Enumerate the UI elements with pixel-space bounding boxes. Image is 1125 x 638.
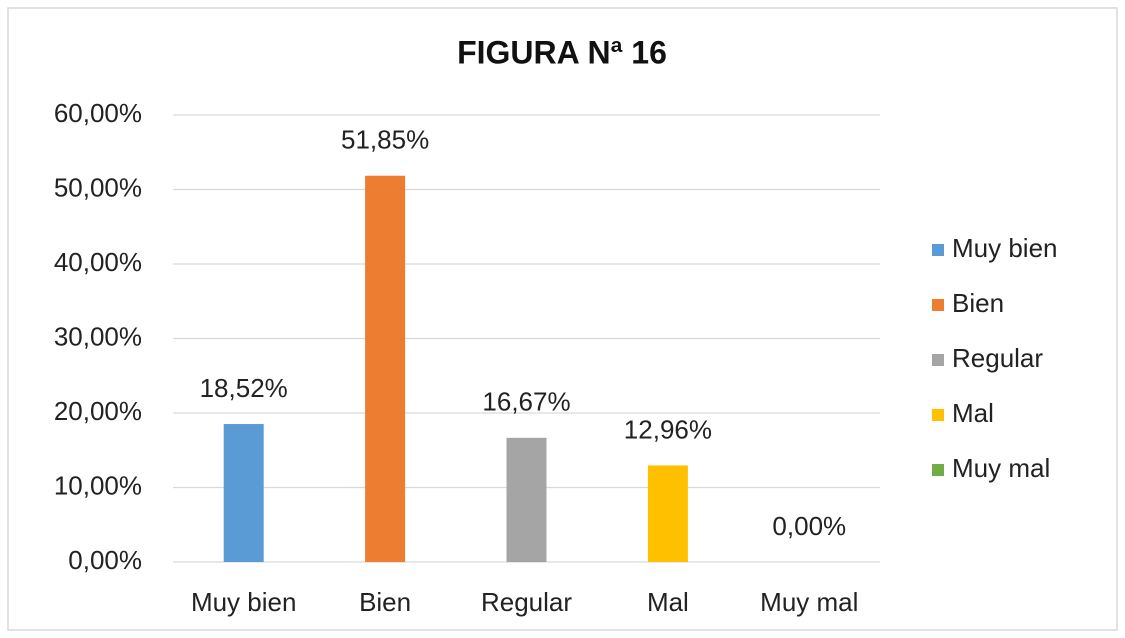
data-label: 16,67% [482,387,570,417]
legend-swatch [932,354,944,366]
x-tick-label: Mal [647,587,689,617]
bar [506,437,547,562]
legend-swatch [932,244,944,256]
x-tick-label: Regular [481,587,572,617]
y-tick-label: 30,00% [54,321,142,351]
legend-swatch [932,409,944,421]
data-label: 51,85% [341,125,429,155]
data-label: 12,96% [624,414,712,444]
legend-label: Regular [952,343,1043,373]
x-tick-label: Muy mal [760,587,858,617]
data-label: 18,52% [200,373,288,403]
x-tick-label: Muy bien [191,587,297,617]
y-tick-label: 60,00% [54,98,142,128]
chart-frame [7,7,1118,631]
y-tick-label: 50,00% [54,172,142,202]
x-tick-label: Bien [359,587,411,617]
legend-label: Bien [952,288,1004,318]
y-tick-label: 40,00% [54,247,142,277]
legend-swatch [932,464,944,476]
chart-title: FIGURA Nª 16 [457,34,667,70]
y-tick-label: 20,00% [54,396,142,426]
bar [365,175,406,562]
legend-label: Muy bien [952,233,1058,263]
y-tick-label: 10,00% [54,470,142,500]
bar [647,465,688,562]
legend-label: Mal [952,398,994,428]
data-label: 0,00% [772,511,846,541]
bar [223,424,264,562]
legend-label: Muy mal [952,453,1050,483]
y-tick-label: 0,00% [68,545,142,575]
legend-swatch [932,299,944,311]
